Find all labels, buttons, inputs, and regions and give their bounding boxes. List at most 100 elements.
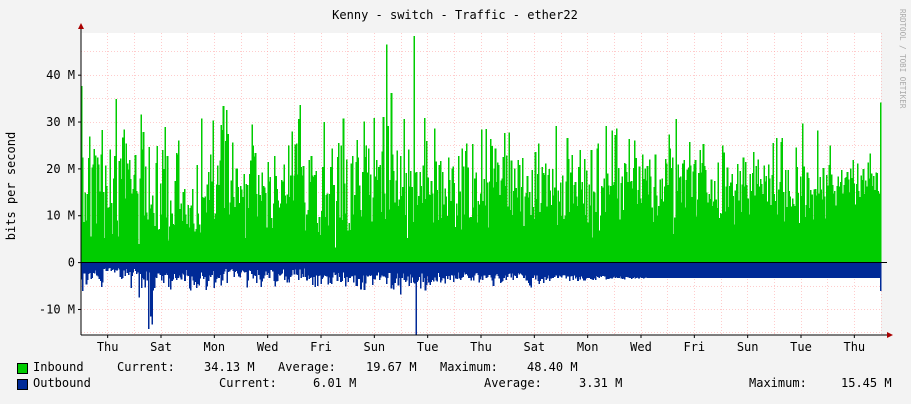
outbound-bar [199, 262, 202, 279]
inbound-bar [703, 166, 706, 263]
outbound-bar [814, 262, 816, 279]
inbound-bar [732, 196, 734, 263]
inbound-bar [340, 145, 342, 263]
inbound-bar [819, 176, 821, 263]
inbound-bar [87, 158, 90, 263]
inbound-bar [852, 159, 854, 263]
inbound-bar [613, 182, 616, 263]
inbound-bar [612, 184, 614, 263]
outbound-bar [84, 262, 87, 274]
inbound-bar [673, 234, 675, 263]
outbound-bar [627, 262, 630, 278]
outbound-bar [538, 262, 541, 285]
inbound-bar [551, 168, 554, 263]
outbound-bar [549, 262, 551, 281]
outbound-bar [500, 262, 503, 282]
outbound-bar [876, 262, 878, 279]
inbound-bar [813, 189, 816, 263]
inbound-bar [662, 201, 665, 263]
outbound-bar [693, 262, 695, 279]
outbound-bar [269, 262, 272, 271]
outbound-bar [498, 262, 501, 279]
inbound-bar [548, 168, 550, 263]
outbound-bar [866, 262, 869, 279]
outbound-bar [398, 262, 401, 279]
inbound-bar [402, 187, 404, 263]
inbound-bar [782, 191, 785, 263]
inbound-bar [346, 159, 348, 263]
outbound-bar [237, 262, 239, 274]
inbound-bar [317, 232, 320, 263]
outbound-bar [534, 262, 537, 280]
inbound-bar [142, 131, 145, 263]
inbound-bar [211, 181, 213, 263]
inbound-bar [185, 214, 187, 263]
outbound-bar [698, 262, 700, 279]
outbound-bar [369, 262, 372, 277]
outbound-bar [184, 262, 186, 281]
outbound-bar [248, 262, 251, 271]
inbound-bar [805, 204, 808, 263]
outbound-bar [373, 262, 375, 280]
inbound-bar [351, 156, 354, 263]
outbound-bar [407, 262, 409, 277]
inbound-bar [367, 148, 370, 263]
outbound-bar [120, 262, 123, 280]
outbound-bar [841, 262, 843, 279]
outbound-bar [715, 262, 718, 279]
inbound-bar [447, 157, 450, 263]
inbound-bar [196, 165, 198, 263]
outbound-bar [292, 262, 294, 271]
inbound-bar [262, 186, 265, 263]
inbound-bar [525, 192, 528, 263]
outbound-bar [181, 262, 184, 274]
x-axis-arrow [887, 332, 893, 338]
inbound-bar [298, 118, 300, 263]
outbound-bar [357, 262, 360, 280]
outbound-bar [378, 262, 381, 280]
inbound-bar [181, 220, 184, 263]
outbound-bar [839, 262, 842, 279]
inbound-bar [126, 163, 129, 263]
inbound-bar [869, 153, 872, 263]
outbound-bar [96, 262, 98, 276]
inbound-bar [603, 178, 605, 263]
inbound-bar [353, 214, 355, 263]
inbound-bar [838, 186, 841, 263]
outbound-bar [856, 262, 858, 279]
inbound-bar [587, 222, 589, 263]
inbound-bar [876, 173, 878, 263]
outbound-bar [271, 262, 273, 271]
inbound-bar [580, 189, 582, 263]
inbound-bar [549, 190, 552, 263]
outbound-bar [242, 262, 245, 272]
inbound-bar [153, 212, 155, 263]
inbound-bar [210, 154, 212, 263]
outbound-bar [787, 262, 789, 279]
inbound-bar [324, 217, 326, 263]
outbound-bar [224, 262, 226, 272]
outbound-bar [219, 262, 221, 275]
inbound-bar [665, 159, 667, 263]
inbound-bar [734, 190, 737, 263]
inbound-bar [215, 184, 218, 263]
inbound-bar [594, 192, 596, 263]
inbound-bar [598, 230, 601, 263]
outbound-bar [653, 262, 656, 279]
outbound-bar [85, 262, 88, 285]
outbound-bar [547, 262, 550, 276]
inbound-bar [591, 237, 594, 263]
inbound-bar [285, 203, 288, 263]
outbound-bar [812, 262, 815, 279]
outbound-bar [770, 262, 773, 279]
inbound-bar [194, 231, 196, 263]
outbound-bar [527, 262, 530, 283]
outbound-bar [496, 262, 498, 274]
inbound-bar [223, 208, 226, 263]
inbound-bar [605, 125, 608, 263]
outbound-bar [367, 262, 369, 277]
inbound-bar [295, 143, 298, 263]
inbound-bar [558, 201, 561, 263]
inbound-bar [213, 219, 216, 263]
outbound-bar [153, 262, 156, 288]
